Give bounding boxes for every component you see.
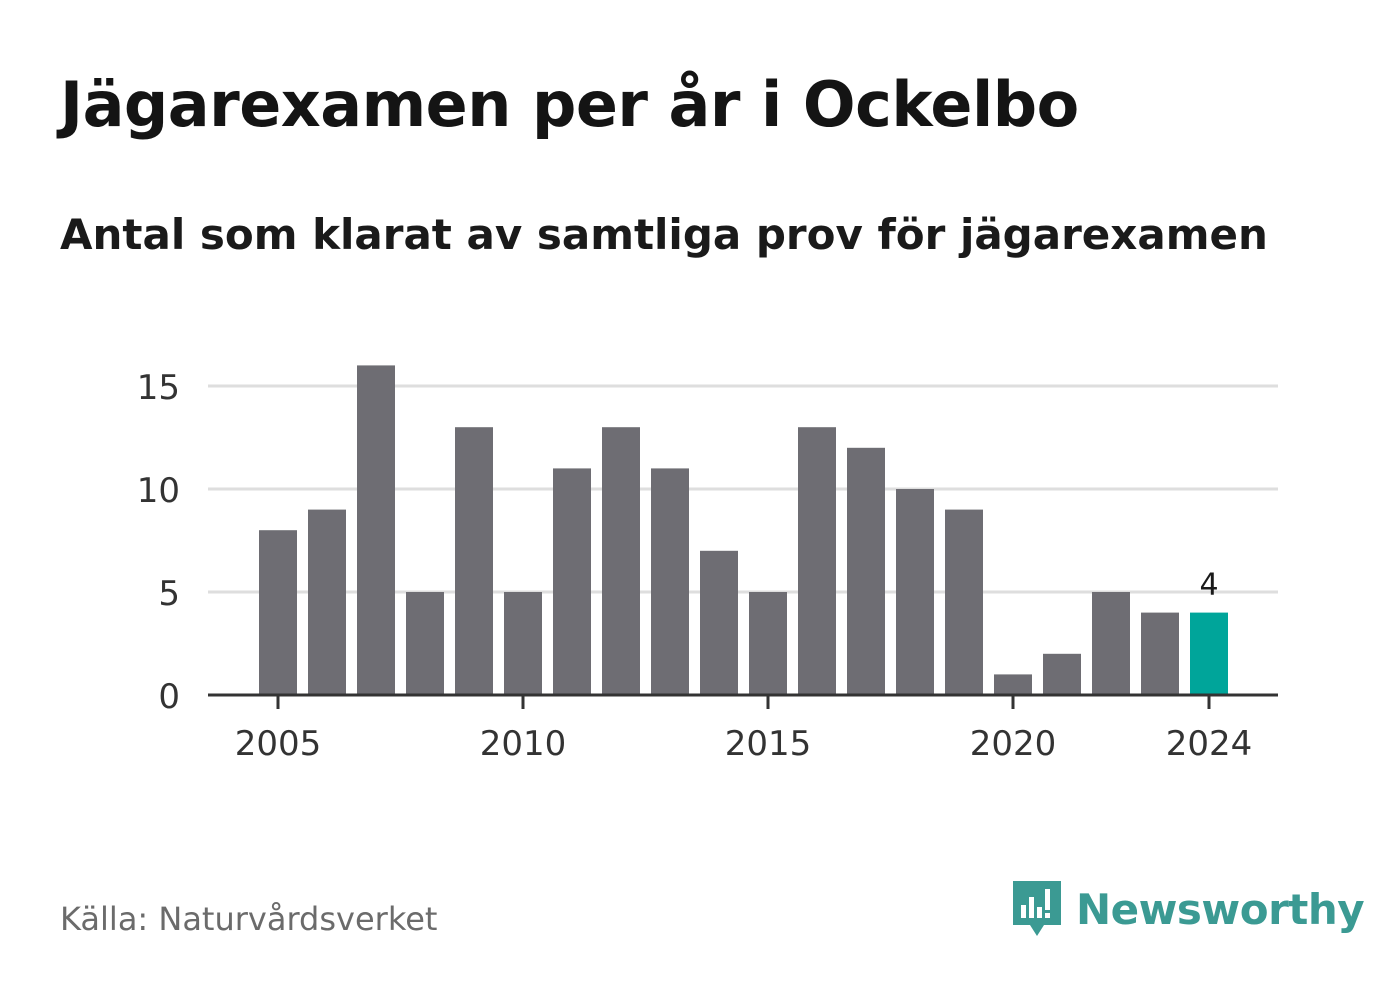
bar-2009 — [455, 427, 493, 695]
bar-2005 — [259, 530, 297, 695]
bar-2014 — [700, 550, 738, 695]
bar-2020 — [994, 674, 1032, 695]
bar-2012 — [602, 427, 640, 695]
y-tick-label-15: 15 — [137, 368, 180, 408]
x-tick-label-2020: 2020 — [970, 724, 1057, 764]
bar-2017 — [847, 447, 885, 695]
bar-2010 — [504, 592, 542, 695]
chart-title: Jägarexamen per år i Ockelbo — [60, 68, 1079, 141]
bar-2013 — [651, 468, 689, 695]
bar-2008 — [406, 592, 444, 695]
source-note: Källa: Naturvårdsverket — [60, 900, 438, 938]
bar-2015 — [749, 592, 787, 695]
bar-2016 — [798, 427, 836, 695]
bar-2021 — [1043, 653, 1081, 695]
x-tick-label-2005: 2005 — [235, 724, 322, 764]
bar-2022 — [1092, 592, 1130, 695]
y-tick-label-5: 5 — [158, 574, 180, 614]
data-label-2024: 4 — [1199, 568, 1218, 603]
bar-2024 — [1190, 612, 1228, 695]
brand-name: Newsworthy — [1076, 884, 1365, 934]
newsworthy-logo-icon — [1013, 881, 1061, 936]
y-tick-label-0: 0 — [158, 677, 180, 717]
x-tick-label-2010: 2010 — [480, 724, 567, 764]
bar-2011 — [553, 468, 591, 695]
y-tick-label-10: 10 — [137, 471, 180, 511]
bar-2018 — [896, 489, 934, 695]
brand: Newsworthy — [1010, 878, 1365, 940]
bar-2006 — [308, 509, 346, 695]
chart-subtitle: Antal som klarat av samtliga prov för jä… — [60, 210, 1268, 259]
x-tick-label-2024: 2024 — [1166, 724, 1253, 764]
bar-2019 — [945, 509, 983, 695]
bar-2023 — [1141, 612, 1179, 695]
x-tick-label-2015: 2015 — [725, 724, 812, 764]
bar-2007 — [357, 365, 395, 695]
